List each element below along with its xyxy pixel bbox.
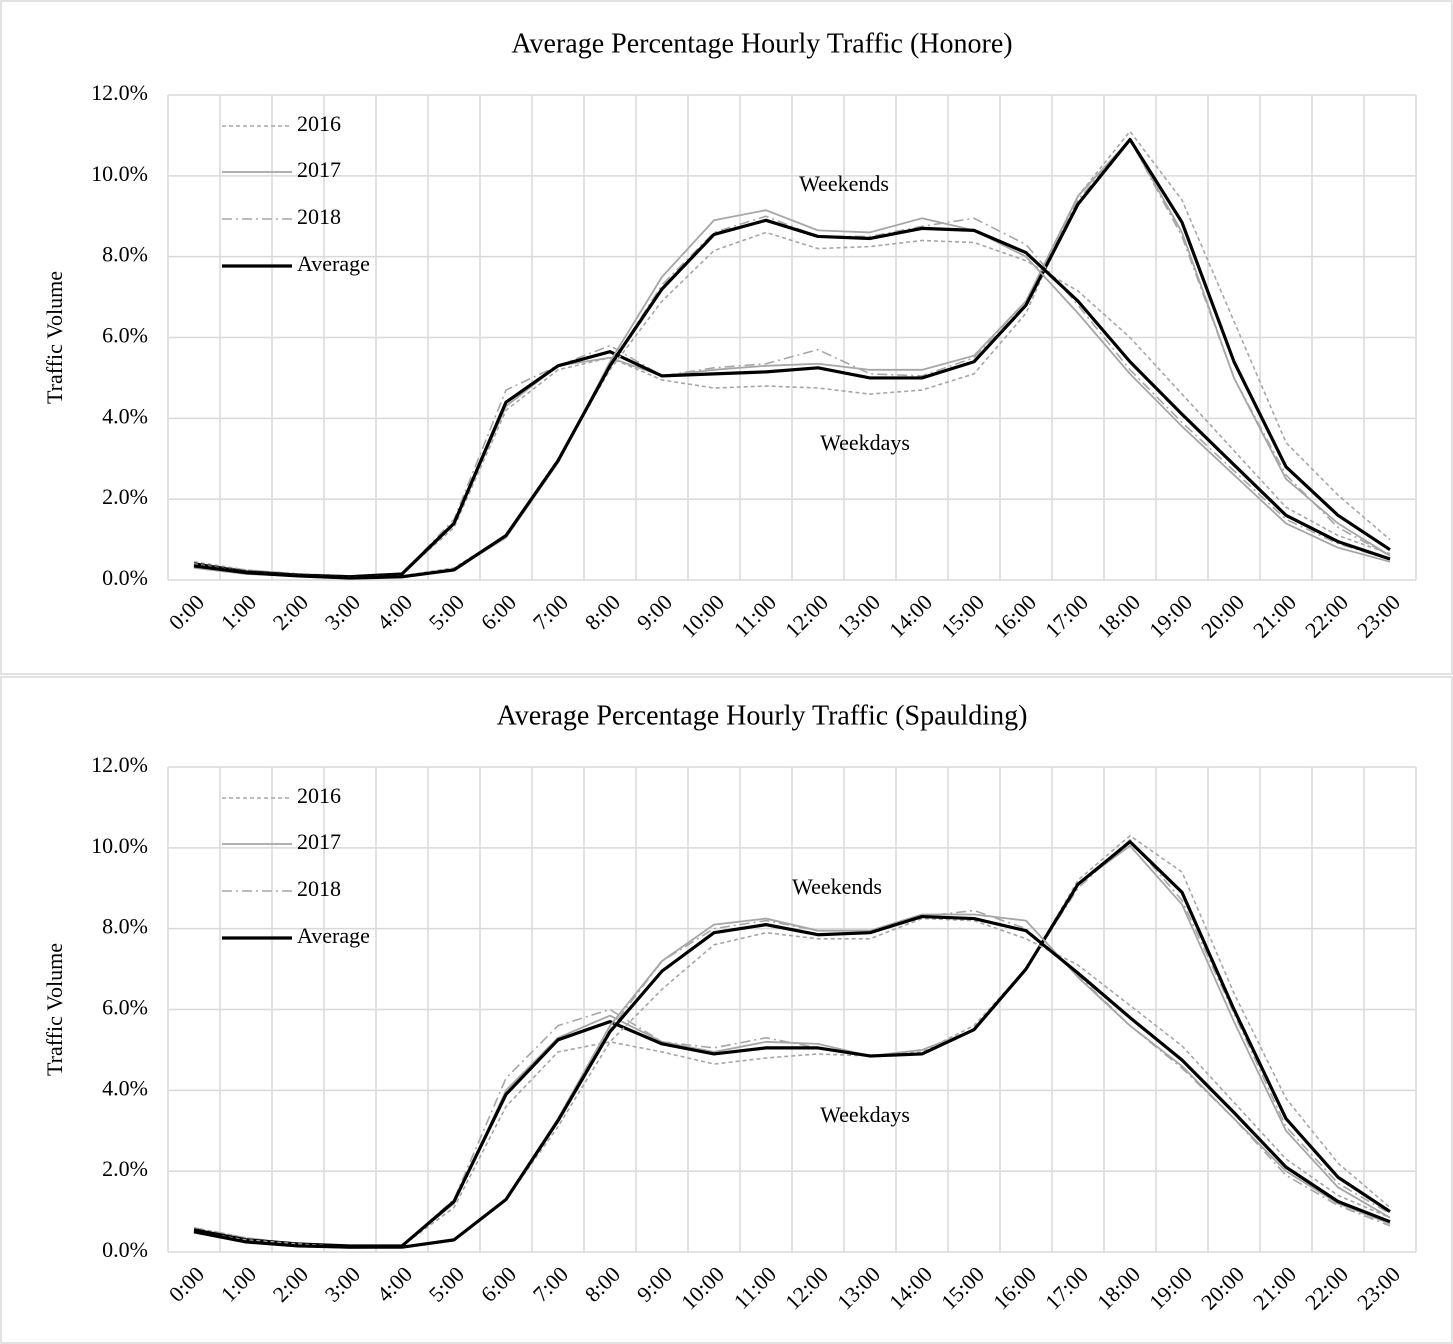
legend-label: 2016	[297, 111, 341, 136]
x-tick-label: 17:00	[1040, 589, 1093, 642]
x-tick-label: 16:00	[988, 589, 1041, 642]
y-tick-label: 12.0%	[91, 752, 148, 777]
legend-label: 2018	[297, 204, 341, 229]
x-tick-label: 3:00	[320, 589, 365, 634]
x-tick-label: 15:00	[936, 589, 989, 642]
x-tick-label: 1:00	[216, 1261, 261, 1306]
panel-border	[0, 676, 1453, 1344]
x-tick-label: 5:00	[424, 1261, 469, 1306]
x-tick-label: 8:00	[580, 1261, 625, 1306]
x-tick-label: 21:00	[1248, 1261, 1301, 1314]
x-tick-label: 11:00	[729, 1261, 782, 1314]
y-axis-title: Traffic Volume	[42, 271, 67, 404]
x-tick-label: 4:00	[372, 589, 417, 634]
x-tick-label: 12:00	[780, 1261, 833, 1314]
legend-label: 2018	[297, 876, 341, 901]
x-tick-label: 23:00	[1352, 589, 1405, 642]
x-tick-label: 16:00	[988, 1261, 1041, 1314]
series-line	[193, 917, 1391, 1248]
x-tick-label: 14:00	[884, 589, 937, 642]
legend-label: Average	[297, 251, 370, 276]
x-tick-label: 5:00	[424, 589, 469, 634]
panel-border	[0, 0, 1453, 675]
series-line	[193, 231, 1391, 578]
y-tick-label: 4.0%	[102, 1075, 148, 1100]
x-tick-label: 20:00	[1196, 589, 1249, 642]
x-tick-label: 0:00	[164, 1261, 209, 1306]
x-tick-label: 17:00	[1040, 1261, 1093, 1314]
x-tick-label: 0:00	[164, 589, 209, 634]
x-tick-label: 14:00	[884, 1261, 937, 1314]
y-tick-label: 2.0%	[102, 1156, 148, 1181]
series-line	[193, 138, 1391, 577]
x-tick-label: 10:00	[676, 1261, 729, 1314]
x-tick-label: 18:00	[1092, 1261, 1145, 1314]
x-tick-label: 1:00	[216, 589, 261, 634]
legend-label: 2017	[297, 157, 341, 182]
y-tick-label: 10.0%	[91, 833, 148, 858]
y-tick-label: 0.0%	[102, 565, 148, 590]
legend-label: 2017	[297, 829, 341, 854]
y-tick-label: 4.0%	[102, 403, 148, 428]
x-tick-label: 15:00	[936, 1261, 989, 1314]
x-tick-label: 7:00	[528, 1261, 573, 1306]
x-tick-label: 9:00	[632, 1261, 677, 1306]
x-tick-label: 4:00	[372, 1261, 417, 1306]
x-tick-label: 2:00	[268, 589, 313, 634]
annotation: Weekdays	[820, 430, 910, 455]
x-tick-label: 23:00	[1352, 1261, 1405, 1314]
x-tick-label: 8:00	[580, 589, 625, 634]
series-line	[193, 215, 1391, 579]
x-tick-label: 6:00	[476, 1261, 521, 1306]
x-tick-label: 9:00	[632, 589, 677, 634]
x-tick-label: 20:00	[1196, 1261, 1249, 1314]
x-tick-label: 7:00	[528, 589, 573, 634]
chart-title: Average Percentage Hourly Traffic (Spaul…	[497, 700, 1028, 731]
series-line	[193, 834, 1391, 1247]
x-tick-label: 21:00	[1248, 589, 1301, 642]
x-tick-label: 3:00	[320, 1261, 365, 1306]
annotation: Weekends	[792, 874, 882, 899]
x-tick-label: 12:00	[780, 589, 833, 642]
y-tick-label: 0.0%	[102, 1237, 148, 1262]
legend-label: Average	[297, 923, 370, 948]
x-tick-label: 10:00	[676, 589, 729, 642]
x-tick-label: 11:00	[729, 589, 782, 642]
x-tick-label: 6:00	[476, 589, 521, 634]
y-tick-label: 12.0%	[91, 80, 148, 105]
series-line	[193, 130, 1391, 577]
x-tick-label: 13:00	[832, 589, 885, 642]
x-tick-label: 2:00	[268, 1261, 313, 1306]
y-tick-label: 10.0%	[91, 161, 148, 186]
y-tick-label: 6.0%	[102, 323, 148, 348]
y-tick-label: 8.0%	[102, 242, 148, 267]
x-tick-label: 22:00	[1300, 589, 1353, 642]
series-line	[193, 137, 1391, 579]
x-tick-label: 18:00	[1092, 589, 1145, 642]
chart-title: Average Percentage Hourly Traffic (Honor…	[511, 28, 1012, 59]
annotation: Weekdays	[820, 1102, 910, 1127]
series-line	[193, 218, 1391, 580]
x-tick-label: 19:00	[1144, 1261, 1197, 1314]
y-tick-label: 2.0%	[102, 484, 148, 509]
x-tick-label: 19:00	[1144, 589, 1197, 642]
annotation: Weekends	[799, 171, 889, 196]
y-tick-label: 8.0%	[102, 914, 148, 939]
legend-label: 2016	[297, 783, 341, 808]
y-tick-label: 6.0%	[102, 995, 148, 1020]
y-axis-title: Traffic Volume	[42, 943, 67, 1076]
x-tick-label: 13:00	[832, 1261, 885, 1314]
x-tick-label: 22:00	[1300, 1261, 1353, 1314]
series-line	[193, 914, 1391, 1249]
